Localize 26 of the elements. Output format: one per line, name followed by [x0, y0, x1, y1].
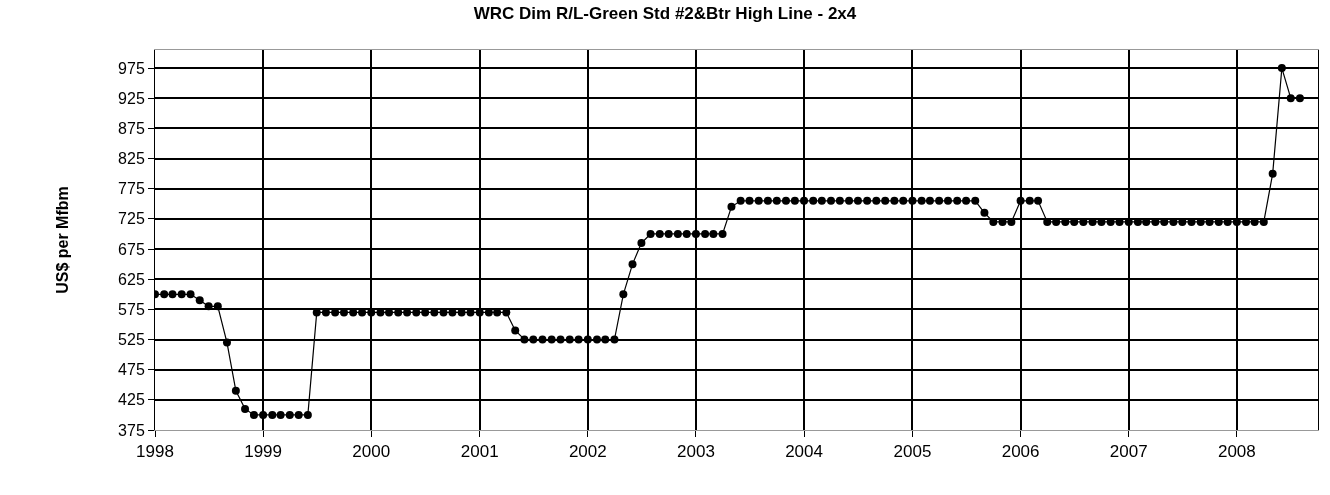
x-tick-label: 1998 [136, 442, 174, 462]
x-tick-label: 2006 [1001, 442, 1040, 462]
y-tick-label: 525 [118, 331, 145, 349]
y-axis-title: US$ per Mfbm [54, 186, 71, 294]
y-tick-label: 575 [118, 300, 145, 318]
x-tick-label: 2007 [1109, 442, 1148, 462]
x-tick-label: 1999 [244, 442, 283, 462]
y-tick-label: 625 [118, 270, 145, 288]
x-tick-label: 2004 [785, 442, 823, 462]
y-tick-label: 425 [118, 391, 145, 409]
x-tick-label: 2005 [893, 442, 932, 462]
x-tick-label: 2001 [460, 442, 499, 462]
y-tick-label: 825 [118, 150, 145, 168]
x-tick-label: 2008 [1217, 442, 1256, 462]
chart-title: WRC Dim R/L-Green Std #2&Btr High Line - 2x4 [473, 4, 857, 24]
y-tick-label: 925 [118, 89, 145, 107]
y-tick-label: 775 [118, 180, 145, 198]
y-tick-label: 675 [118, 240, 145, 258]
x-tick-label: 2003 [677, 442, 715, 462]
y-tick-label: 375 [118, 421, 145, 439]
y-tick-label: 475 [118, 361, 145, 379]
x-tick-label: 2000 [352, 442, 391, 462]
y-tick-label: 975 [118, 59, 145, 77]
y-tick-label: 875 [118, 120, 145, 138]
y-tick-label: 725 [118, 210, 145, 228]
x-tick-label: 2002 [568, 442, 607, 462]
